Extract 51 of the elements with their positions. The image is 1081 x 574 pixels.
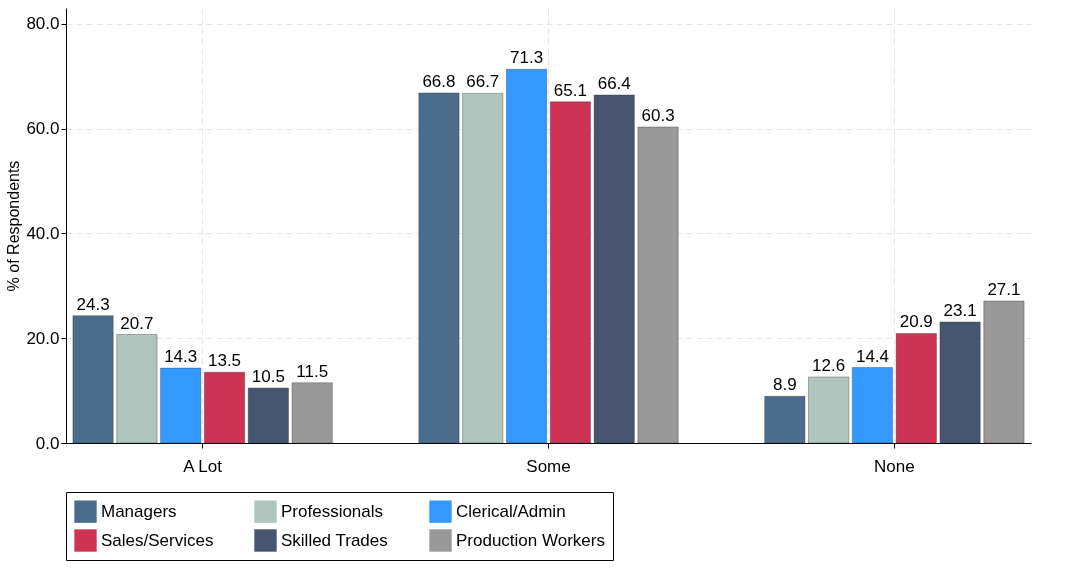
bar (637, 126, 679, 444)
data-label: 71.3 (510, 48, 544, 68)
legend-label: Clerical/Admin (456, 501, 566, 521)
y-tick-label: 80.0 (26, 14, 60, 34)
data-label: 66.8 (422, 71, 456, 91)
data-label: 8.9 (773, 375, 797, 395)
data-label: 20.7 (120, 313, 154, 333)
bar (418, 92, 460, 444)
bar (291, 382, 333, 444)
bar (895, 333, 937, 444)
bar (983, 300, 1025, 444)
legend-label: Managers (101, 501, 177, 521)
bar (506, 69, 548, 444)
bar (593, 94, 635, 444)
data-label: 11.5 (296, 361, 329, 381)
data-label: 13.5 (207, 351, 242, 371)
bar (116, 334, 158, 444)
bar (808, 376, 850, 444)
data-label: 10.5 (251, 366, 285, 386)
data-label: 60.3 (641, 105, 675, 125)
data-label: 24.3 (76, 294, 110, 314)
bar (247, 387, 289, 444)
x-tick-label: None (874, 456, 915, 476)
legend-label: Sales/Services (101, 530, 214, 550)
bar (939, 321, 981, 444)
x-tick-label: A Lot (183, 456, 223, 476)
y-tick-label: 40.0 (26, 223, 60, 243)
y-tick-label: 60.0 (26, 119, 60, 139)
y-tick-label: 20.0 (26, 328, 60, 348)
data-label: 14.4 (855, 346, 890, 366)
data-label: 27.1 (987, 279, 1021, 299)
data-label: 66.7 (466, 72, 500, 92)
y-tick-label: 0.0 (35, 433, 60, 453)
x-tick-label: Some (526, 456, 571, 476)
data-label: 66.4 (597, 74, 631, 93)
data-label: 12.6 (812, 355, 846, 375)
bar (204, 371, 245, 444)
data-label: 23.1 (943, 300, 977, 320)
legend-label: Production Workers (456, 530, 605, 550)
bar (160, 367, 202, 444)
y-axis-title: % of Respondents (5, 160, 23, 292)
bar (462, 93, 504, 444)
legend-label: Professionals (281, 501, 384, 521)
bar (764, 396, 806, 444)
legend-label: Skilled Trades (281, 530, 388, 550)
data-label: 65.1 (553, 80, 587, 100)
bar (72, 315, 114, 444)
data-label: 20.9 (899, 312, 933, 332)
bar (852, 367, 893, 444)
data-label: 14.3 (164, 347, 198, 367)
bar (549, 101, 591, 444)
